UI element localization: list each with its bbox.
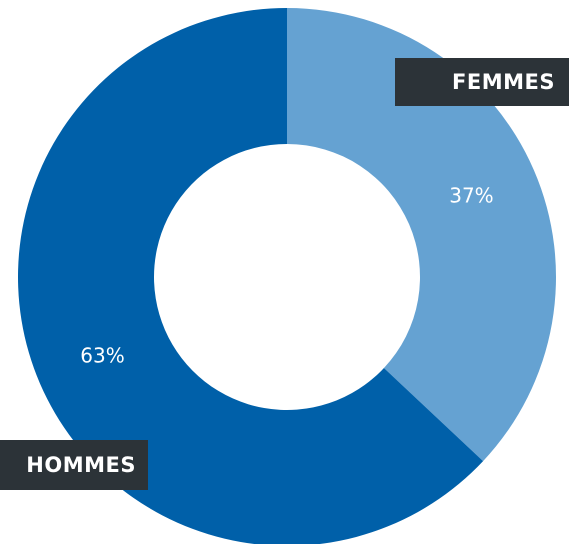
category-label: HOMMES (26, 453, 136, 477)
category-box (395, 58, 569, 106)
category-box (0, 440, 148, 490)
slice (287, 8, 556, 462)
category-label: FEMMES (452, 70, 555, 94)
value-label: 37% (449, 184, 493, 208)
slice (18, 8, 484, 544)
value-label: 63% (80, 343, 124, 367)
